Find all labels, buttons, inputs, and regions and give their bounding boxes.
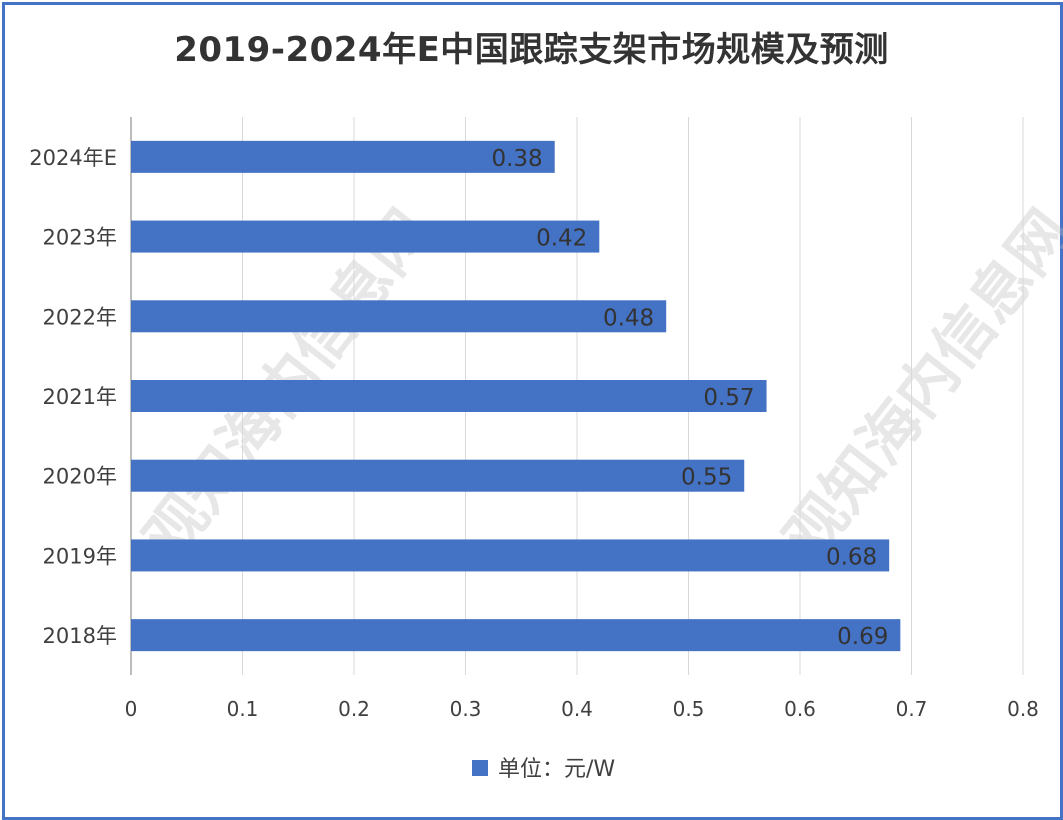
data-label: 0.48 bbox=[603, 305, 654, 331]
chart-title: 2019-2024年E中国跟踪支架市场规模及预测 bbox=[174, 30, 889, 70]
data-label: 0.55 bbox=[681, 465, 732, 491]
bar bbox=[131, 140, 555, 173]
bar bbox=[131, 220, 600, 253]
legend-label: 单位：元/W bbox=[498, 757, 615, 782]
bar bbox=[131, 300, 667, 333]
bar bbox=[131, 459, 745, 492]
x-tick-label: 0.7 bbox=[896, 697, 928, 721]
data-label: 0.57 bbox=[703, 385, 754, 411]
data-label: 0.38 bbox=[491, 146, 542, 172]
data-label: 0.42 bbox=[536, 226, 587, 252]
x-tick-label: 0.5 bbox=[673, 697, 705, 721]
category-label: 2022年 bbox=[43, 305, 117, 329]
x-tick-label: 0.2 bbox=[338, 697, 370, 721]
x-tick-label: 0.4 bbox=[561, 697, 593, 721]
data-label: 0.68 bbox=[826, 544, 877, 570]
bar bbox=[131, 619, 901, 652]
category-label: 2023年 bbox=[43, 226, 117, 250]
category-label: 2021年 bbox=[43, 385, 117, 409]
bar bbox=[131, 539, 890, 572]
data-label: 0.69 bbox=[837, 624, 888, 650]
x-tick-label: 0.8 bbox=[1007, 697, 1039, 721]
x-tick-label: 0.6 bbox=[784, 697, 816, 721]
category-label: 2018年 bbox=[43, 624, 117, 648]
bar bbox=[131, 380, 767, 412]
category-label: 2020年 bbox=[43, 465, 117, 489]
category-label: 2019年 bbox=[43, 544, 117, 568]
x-tick-label: 0.3 bbox=[450, 697, 482, 721]
legend-swatch bbox=[472, 760, 488, 776]
x-tick-label: 0.1 bbox=[227, 697, 259, 721]
category-label: 2024年E bbox=[29, 146, 117, 170]
x-tick-label: 0 bbox=[125, 697, 138, 721]
